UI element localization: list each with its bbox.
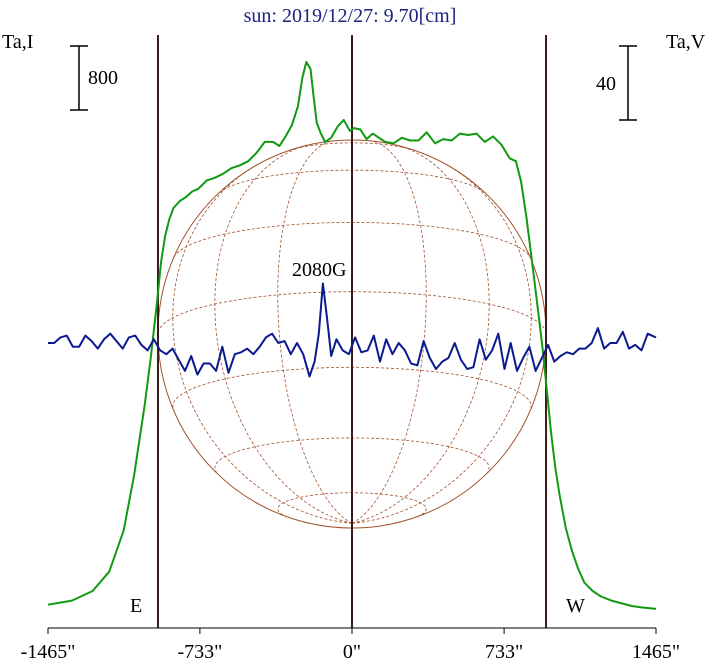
right-scale-label: 40 bbox=[596, 73, 616, 95]
west-limb-label: W bbox=[566, 595, 585, 617]
right-scale-bar bbox=[619, 45, 637, 121]
disk-meridian bbox=[172, 164, 353, 524]
disk-meridian bbox=[277, 140, 353, 524]
disk-meridian bbox=[351, 140, 427, 524]
x-axis-ticks: -1465" -733" 0" 733" 1465" bbox=[21, 628, 680, 662]
disk-meridian bbox=[351, 164, 532, 524]
chart-title: sun: 2019/12/27: 9.70[cm] bbox=[244, 5, 457, 27]
left-scale-bar bbox=[70, 45, 88, 111]
left-axis-label: Ta,I bbox=[2, 31, 33, 53]
flux-annotation: 2080G bbox=[292, 259, 346, 281]
left-scale-label: 800 bbox=[88, 67, 118, 89]
data-series bbox=[47, 61, 657, 610]
disk-meridian bbox=[214, 144, 353, 524]
east-limb-label: E bbox=[130, 595, 142, 617]
right-axis-label: Ta,V bbox=[666, 31, 706, 53]
stokes-v-line bbox=[48, 282, 657, 378]
x-tick-label: -1465" bbox=[21, 641, 76, 662]
x-tick-label: 1465" bbox=[632, 641, 680, 662]
x-tick-label: -733" bbox=[177, 641, 222, 662]
disk-parallel bbox=[157, 291, 547, 333]
disk-meridian bbox=[351, 144, 490, 524]
x-tick-label: 733" bbox=[485, 641, 523, 662]
x-tick-label: 0" bbox=[343, 641, 361, 662]
scale-bars bbox=[70, 45, 637, 121]
limb-marker-lines bbox=[156, 35, 548, 628]
stokes-i-line bbox=[47, 61, 657, 610]
